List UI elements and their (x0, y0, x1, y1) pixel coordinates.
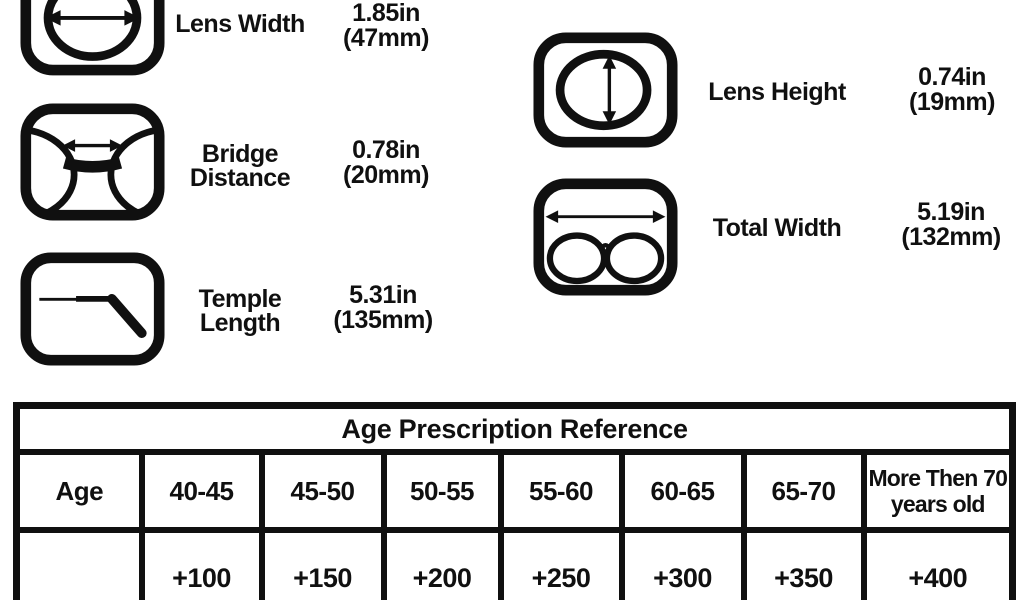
total-width-mm: (132mm) (901, 223, 1001, 251)
table-title: Age Prescription Reference (13, 402, 1016, 455)
lens-height-label: Lens Height (708, 78, 846, 106)
lens-width-inches: 1.85in (352, 0, 420, 27)
lens-width-icon (20, 0, 165, 78)
temple-length-label: Temple Length (198, 285, 282, 337)
header-cell-over-70: More Then 70 years old (860, 449, 1016, 533)
header-cell-age: Age (13, 449, 145, 533)
temple-length-mm: (135mm) (333, 306, 433, 334)
header-cell-60-65: 60-65 (618, 449, 747, 533)
header-cell-40-45: 40-45 (138, 449, 265, 533)
lens-width-value: 1.85in (47mm) (328, 1, 444, 51)
value-cell-50-55: +200 (380, 527, 504, 600)
total-width-icon (533, 176, 678, 298)
value-cell-65-70: +350 (740, 527, 867, 600)
table-header-row: Age 40-45 45-50 50-55 55-60 60-65 65-70 … (13, 449, 1016, 533)
lens-height-icon (533, 30, 678, 150)
lens-width-mm: (47mm) (343, 24, 429, 52)
value-cell-60-65: +300 (618, 527, 747, 600)
lens-height-value: 0.74in (19mm) (894, 65, 1010, 115)
bridge-distance-mm: (20mm) (343, 161, 429, 189)
total-width-value: 5.19in (132mm) (888, 200, 1014, 250)
total-width-label: Total Width (712, 214, 842, 242)
header-cell-65-70: 65-70 (740, 449, 867, 533)
value-cell-45-50: +150 (258, 527, 387, 600)
total-width-inches: 5.19in (917, 198, 985, 226)
value-cell-40-45: +100 (138, 527, 265, 600)
temple-length-icon (20, 250, 165, 368)
lens-height-mm: (19mm) (909, 88, 995, 116)
lens-width-label: Lens Width (175, 10, 305, 38)
header-cell-55-60: 55-60 (497, 449, 625, 533)
value-cell-55-60: +250 (497, 527, 625, 600)
header-cell-50-55: 50-55 (380, 449, 504, 533)
table-values-row: +100 +150 +200 +250 +300 +350 +400 (13, 527, 1016, 600)
value-cell-over-70: +400 (860, 527, 1016, 600)
age-prescription-table: Age Prescription Reference Age 40-45 45-… (13, 402, 1017, 600)
bridge-distance-icon (20, 101, 165, 223)
header-cell-45-50: 45-50 (258, 449, 387, 533)
table-title-row: Age Prescription Reference (13, 402, 1016, 455)
bridge-distance-label: Bridge Distance (189, 140, 291, 192)
value-cell-age-blank (13, 527, 145, 600)
temple-length-inches: 5.31in (349, 281, 417, 309)
bridge-distance-inches: 0.78in (352, 136, 420, 164)
lens-height-inches: 0.74in (918, 63, 986, 91)
bridge-distance-value: 0.78in (20mm) (328, 138, 444, 188)
temple-length-value: 5.31in (135mm) (320, 283, 446, 333)
